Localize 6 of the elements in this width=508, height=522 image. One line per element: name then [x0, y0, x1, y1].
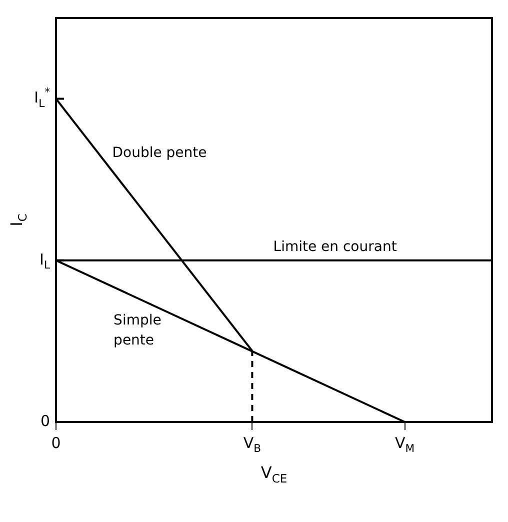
series-label: Simple pente	[114, 312, 162, 349]
series-label: Double pente	[112, 144, 207, 161]
x-tick-label: 0	[51, 434, 61, 452]
text: 0	[40, 412, 50, 430]
ref-line-label: Limite en courant	[273, 239, 398, 256]
y-axis-title: IC	[7, 214, 30, 226]
